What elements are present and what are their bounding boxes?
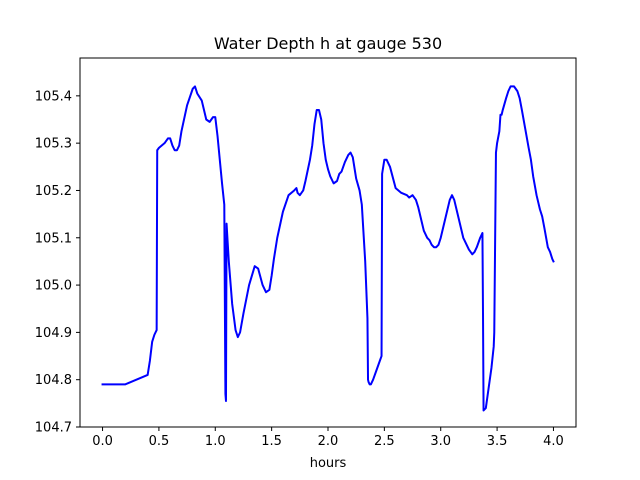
plot-area xyxy=(101,85,555,412)
x-tick-label: 0.5 xyxy=(149,434,170,449)
y-tick-label: 105.0 xyxy=(35,279,72,294)
x-tick-label: 0.0 xyxy=(92,434,113,449)
x-tick-label: 1.0 xyxy=(205,434,226,449)
x-tick-label: 4.0 xyxy=(543,434,564,449)
y-tick-label: 104.8 xyxy=(35,373,72,388)
x-tick-label: 2.0 xyxy=(318,434,339,449)
y-tick-label: 104.7 xyxy=(35,421,72,436)
x-tick-label: 1.5 xyxy=(261,434,282,449)
series-line-1 xyxy=(101,85,555,412)
y-tick-label: 105.1 xyxy=(35,231,72,246)
x-axis-label: hours xyxy=(310,456,347,471)
x-tick-label: 2.5 xyxy=(374,434,395,449)
y-tick-label: 105.4 xyxy=(35,89,72,104)
y-tick-label: 104.9 xyxy=(35,326,72,341)
y-tick-label: 105.3 xyxy=(35,137,72,152)
y-tick-label: 105.2 xyxy=(35,184,72,199)
x-tick-label: 3.0 xyxy=(430,434,451,449)
x-tick-label: 3.5 xyxy=(487,434,508,449)
axes: 0.0 0.5 1.0 1.5 2.0 2.5 3.0 3.5 4.0 104.7 104.8 104… xyxy=(35,57,577,449)
chart-title: Water Depth h at gauge 530 xyxy=(214,34,442,53)
